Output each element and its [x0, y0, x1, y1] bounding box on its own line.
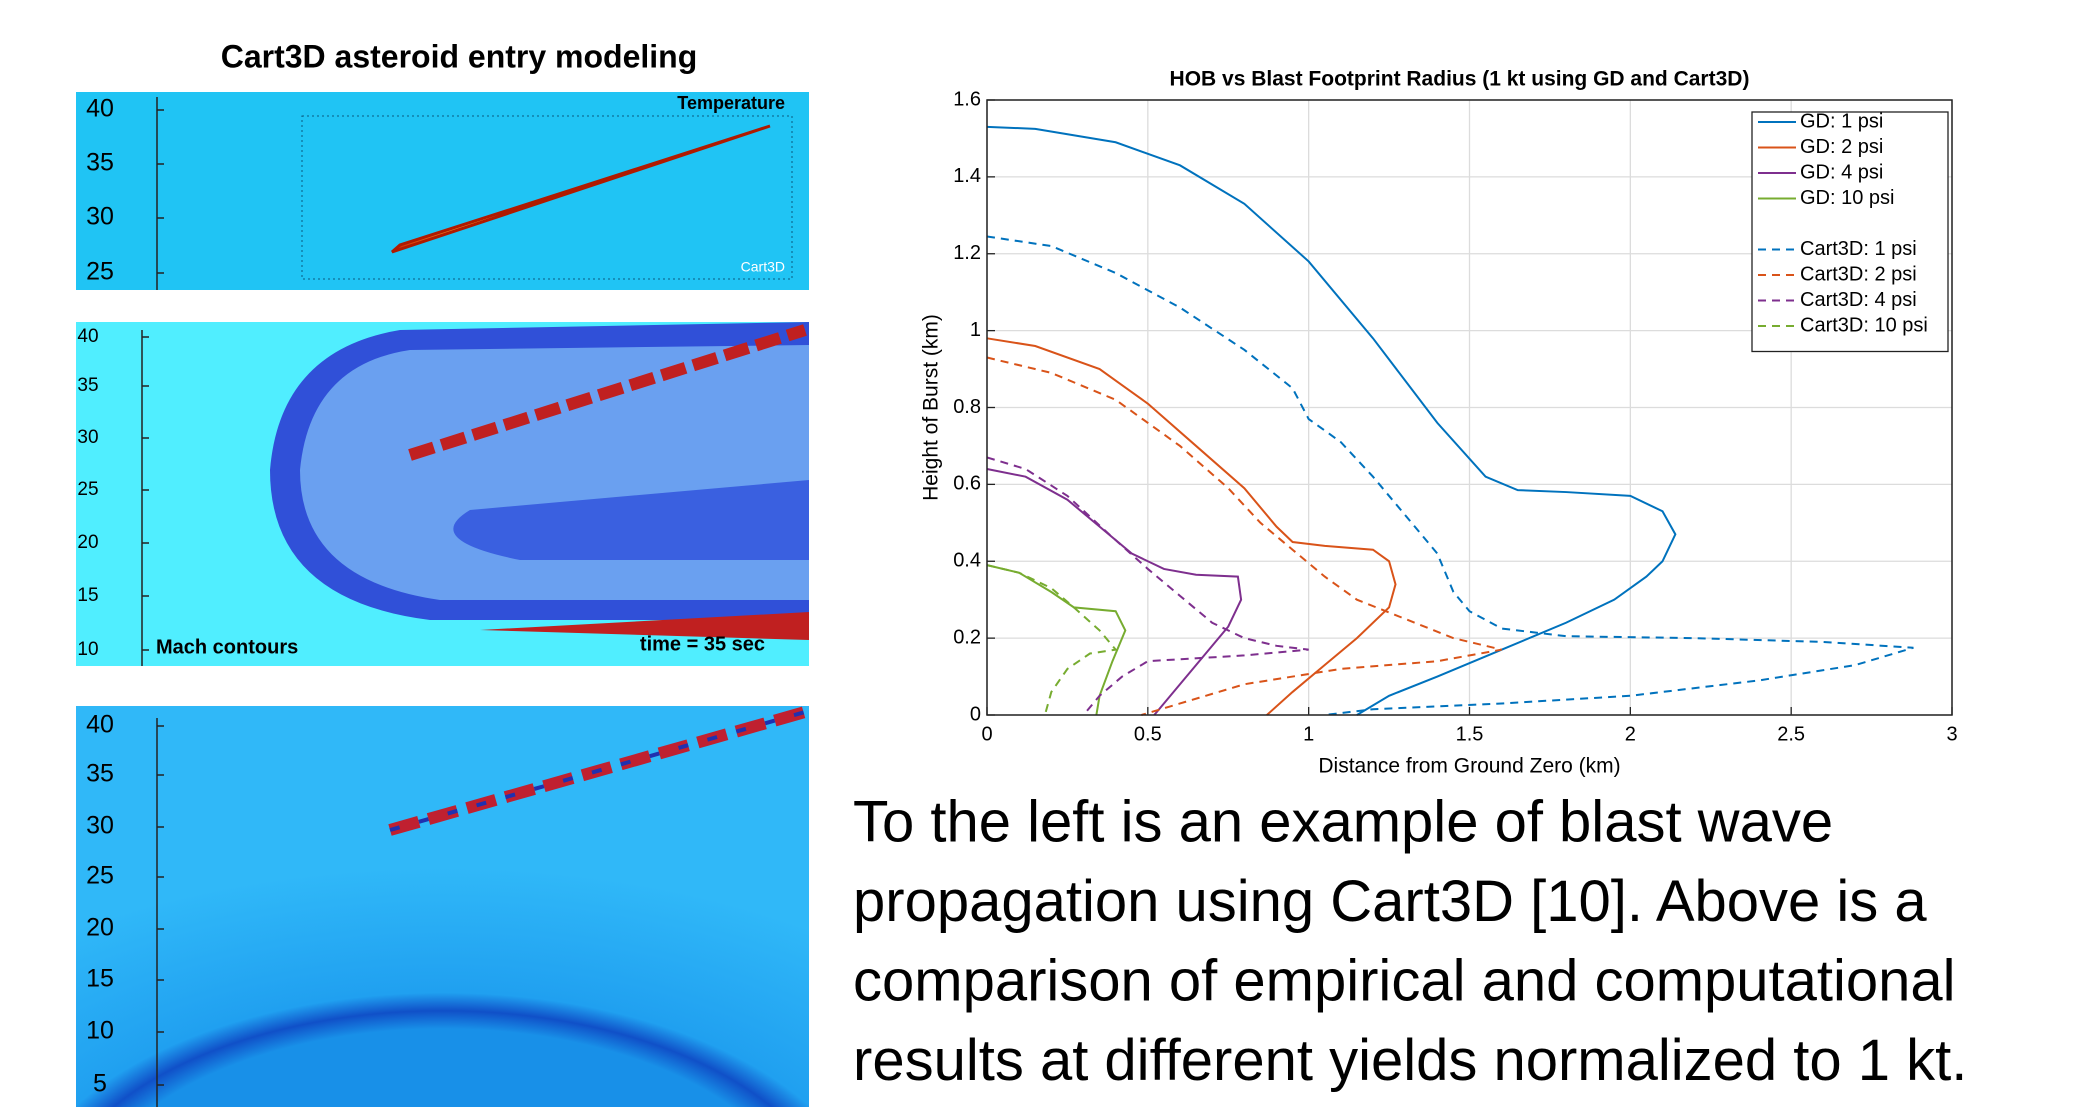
y-axis-label: Height of Burst (km) [920, 314, 943, 501]
chart: 0 0.5 1 1.5 2 2.5 3 0 0.2 0.4 0.6 0.8 1 1.2 1.4 1.6 HOB … [920, 68, 1958, 778]
image-tick-label: 40 [86, 95, 114, 123]
image-tick-label: 10 [86, 1017, 114, 1045]
series-line [986, 356, 1502, 716]
series-line [986, 456, 1309, 716]
series-line [986, 235, 1914, 716]
image-label: Mach contours [156, 636, 298, 658]
image-tick-label: 15 [77, 585, 98, 606]
y-tick-label: 1.6 [953, 88, 981, 110]
image-tick-label: 30 [77, 427, 98, 448]
image-tick-label: 40 [86, 711, 114, 739]
y-tick-label: 1.4 [953, 165, 981, 187]
legend-label: Cart3D: 2 psi [1800, 263, 1917, 285]
caption-line: To the left is an example of blast wave [853, 789, 1833, 854]
y-tick-label: 0 [970, 703, 981, 725]
image-tick-label: 30 [86, 812, 114, 840]
caption-line: propagation using Cart3D [10]. Above is … [853, 869, 1927, 934]
flow-image [76, 706, 809, 1107]
image-tick-label: 35 [86, 760, 114, 788]
series-line [986, 468, 1243, 716]
caption-line: results at different yields normalized t… [853, 1028, 1967, 1093]
y-tick-label: 1.2 [953, 242, 981, 264]
series-line [986, 564, 1127, 716]
x-tick-label: 2.5 [1777, 723, 1805, 745]
image-tick-label: 20 [86, 914, 114, 942]
image-label: Cart3D [741, 259, 785, 275]
y-tick-label: 1 [970, 319, 981, 341]
series-line [986, 564, 1118, 716]
legend-box [1751, 111, 1949, 353]
image-tick-label: 25 [86, 258, 114, 286]
image-tick-label: 40 [77, 326, 98, 347]
legend-label: Cart3D: 4 psi [1800, 289, 1917, 311]
legend-label: GD: 10 psi [1800, 187, 1894, 209]
image-tick-label: 5 [93, 1070, 107, 1098]
image-tick-label: 10 [77, 639, 98, 660]
x-tick-label: 0 [981, 723, 992, 745]
series-line [986, 125, 1677, 716]
x-tick-label: 2 [1625, 723, 1636, 745]
image-label: time = 35 sec [640, 633, 765, 655]
y-tick-label: 0.4 [953, 550, 981, 572]
legend-label: GD: 2 psi [1800, 136, 1883, 158]
image-tick-label: 25 [77, 479, 98, 500]
x-axis-label: Distance from Ground Zero (km) [1318, 755, 1620, 778]
image-tick-label: 30 [86, 203, 114, 231]
y-tick-label: 0.6 [953, 473, 981, 495]
chart-title: HOB vs Blast Footprint Radius (1 kt usin… [1170, 68, 1750, 91]
legend-label: GD: 4 psi [1800, 161, 1883, 183]
temperature-image [76, 92, 809, 290]
x-tick-label: 0.5 [1134, 723, 1162, 745]
mach-image [76, 322, 809, 666]
series-line [986, 337, 1397, 716]
axes-box [986, 99, 1953, 716]
y-tick-label: 0.8 [953, 396, 981, 418]
panel-title: Cart3D asteroid entry modeling [221, 38, 698, 74]
image-tick-label: 35 [86, 149, 114, 177]
x-tick-label: 1 [1303, 723, 1314, 745]
image-tick-label: 35 [77, 375, 98, 396]
image-tick-label: 25 [86, 862, 114, 890]
legend-label: Cart3D: 10 psi [1800, 314, 1928, 336]
image-tick-label: 15 [86, 965, 114, 993]
legend-label: Cart3D: 1 psi [1800, 238, 1917, 260]
y-tick-label: 0.2 [953, 626, 981, 648]
caption-line: comparison of empirical and computationa… [853, 948, 1956, 1013]
image-label: Temperature [677, 93, 785, 113]
x-tick-label: 1.5 [1456, 723, 1484, 745]
legend-label: GD: 1 psi [1800, 110, 1883, 132]
image-tick-label: 20 [77, 532, 98, 553]
x-tick-label: 3 [1946, 723, 1957, 745]
